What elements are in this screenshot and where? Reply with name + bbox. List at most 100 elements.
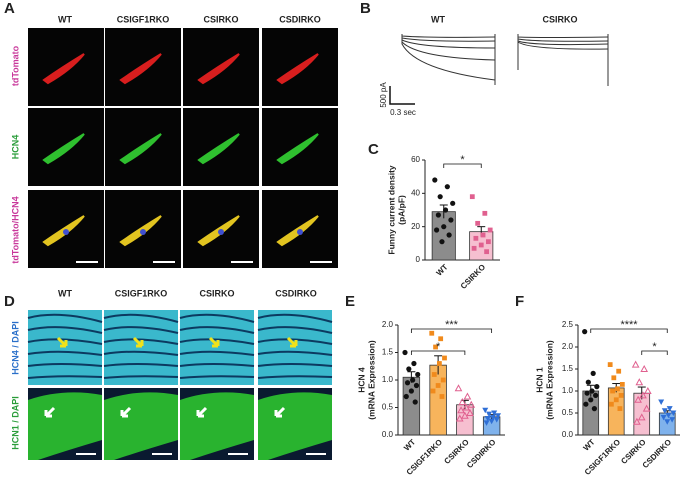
panel-letter: C — [368, 141, 379, 158]
trace — [517, 34, 609, 42]
current-traces — [389, 34, 609, 105]
data-point — [637, 413, 646, 421]
data-point — [437, 194, 443, 200]
y-axis-label: (pA/pF) — [396, 195, 406, 225]
bar — [456, 404, 474, 436]
tissue-texture — [179, 363, 255, 367]
data-point — [478, 242, 484, 248]
trace-label: WT — [431, 14, 445, 24]
data-point — [469, 194, 475, 200]
tissue-texture — [179, 375, 255, 379]
y-tick-label: 2.0 — [562, 342, 574, 351]
row-label: tdTomato/HCN4 — [10, 196, 20, 263]
data-point — [454, 384, 463, 392]
cell — [119, 53, 162, 85]
data-point — [584, 390, 590, 396]
data-point — [482, 210, 488, 216]
data-point — [585, 379, 591, 385]
data-point — [608, 401, 614, 407]
significance-bracket — [410, 350, 466, 355]
data-point — [582, 329, 588, 335]
data-point — [433, 227, 440, 233]
data-point — [590, 370, 596, 376]
y-tick-label: 1.0 — [562, 386, 574, 395]
tissue-texture — [27, 313, 103, 323]
data-point — [462, 403, 470, 411]
tissue-texture — [27, 375, 103, 379]
data-point — [412, 399, 418, 405]
significance-label: * — [436, 341, 441, 353]
data-point — [610, 388, 616, 394]
trace — [401, 34, 496, 81]
data-point — [491, 410, 498, 416]
trace — [517, 34, 609, 50]
data-point — [431, 372, 437, 377]
x-tick-label: WT — [402, 437, 417, 452]
y-axis-label: (mRNA Expression) — [544, 340, 554, 420]
data-point — [404, 380, 411, 386]
data-point — [670, 410, 677, 416]
data-point — [433, 344, 438, 350]
cell — [42, 53, 85, 85]
cell — [119, 133, 162, 165]
tissue-texture — [179, 350, 255, 356]
y-tick-label: 0 — [416, 255, 421, 264]
data-point — [463, 392, 472, 400]
tissue-texture — [257, 375, 333, 379]
data-point — [413, 382, 420, 389]
y-tick-label: 0.5 — [562, 408, 574, 417]
tissue-texture — [103, 326, 179, 334]
data-point — [455, 414, 464, 422]
row-label: HCN4 / DAPI — [10, 321, 20, 375]
data-point — [633, 417, 641, 425]
y-tick-label: 2.5 — [562, 320, 574, 329]
y-tick-label: 60 — [411, 155, 420, 164]
arrow — [44, 406, 56, 418]
data-point — [437, 361, 442, 366]
data-point — [634, 395, 642, 403]
significance-bracket — [410, 328, 493, 333]
tissue-texture — [257, 313, 333, 323]
data-point — [435, 383, 441, 388]
y-axis-label: HCN 1 — [534, 367, 544, 393]
scale-label: 500 pA — [379, 82, 388, 108]
tissue-texture — [103, 350, 179, 356]
data-point — [461, 411, 469, 419]
data-point — [640, 364, 649, 372]
data-point — [430, 388, 436, 394]
column-header: WT — [58, 14, 72, 24]
data-point — [611, 375, 617, 381]
nucleus — [63, 229, 69, 235]
column-header: CSDIRKO — [279, 14, 321, 24]
data-point — [440, 377, 446, 383]
data-point — [403, 393, 409, 400]
data-point — [664, 419, 671, 425]
data-point — [607, 362, 613, 367]
data-point — [591, 406, 597, 412]
significance-bracket — [443, 163, 482, 168]
data-point — [446, 232, 452, 238]
tissue — [258, 392, 332, 460]
data-point — [441, 224, 447, 230]
panel-letter: D — [4, 293, 15, 310]
data-point — [631, 360, 640, 368]
tissue-texture — [27, 326, 103, 334]
data-point — [489, 414, 496, 421]
significance-label: **** — [620, 319, 638, 331]
significance-label: *** — [445, 319, 459, 331]
scale-label: 0.3 sec — [390, 108, 416, 117]
y-tick-label: 2.0 — [382, 320, 394, 329]
tissue-texture — [27, 363, 103, 367]
data-point — [466, 408, 474, 416]
data-point — [442, 207, 449, 213]
x-tick-label: CSDIRKO — [465, 438, 497, 470]
data-point — [411, 360, 417, 367]
arrow — [208, 336, 220, 348]
cell — [197, 53, 240, 85]
y-tick-label: 1.5 — [382, 348, 394, 357]
data-point — [493, 417, 500, 423]
y-axis-label: HCN 4 — [356, 367, 366, 393]
arrow — [132, 336, 144, 348]
row-label: HCN4 — [10, 135, 20, 160]
tissue-texture — [103, 375, 179, 379]
